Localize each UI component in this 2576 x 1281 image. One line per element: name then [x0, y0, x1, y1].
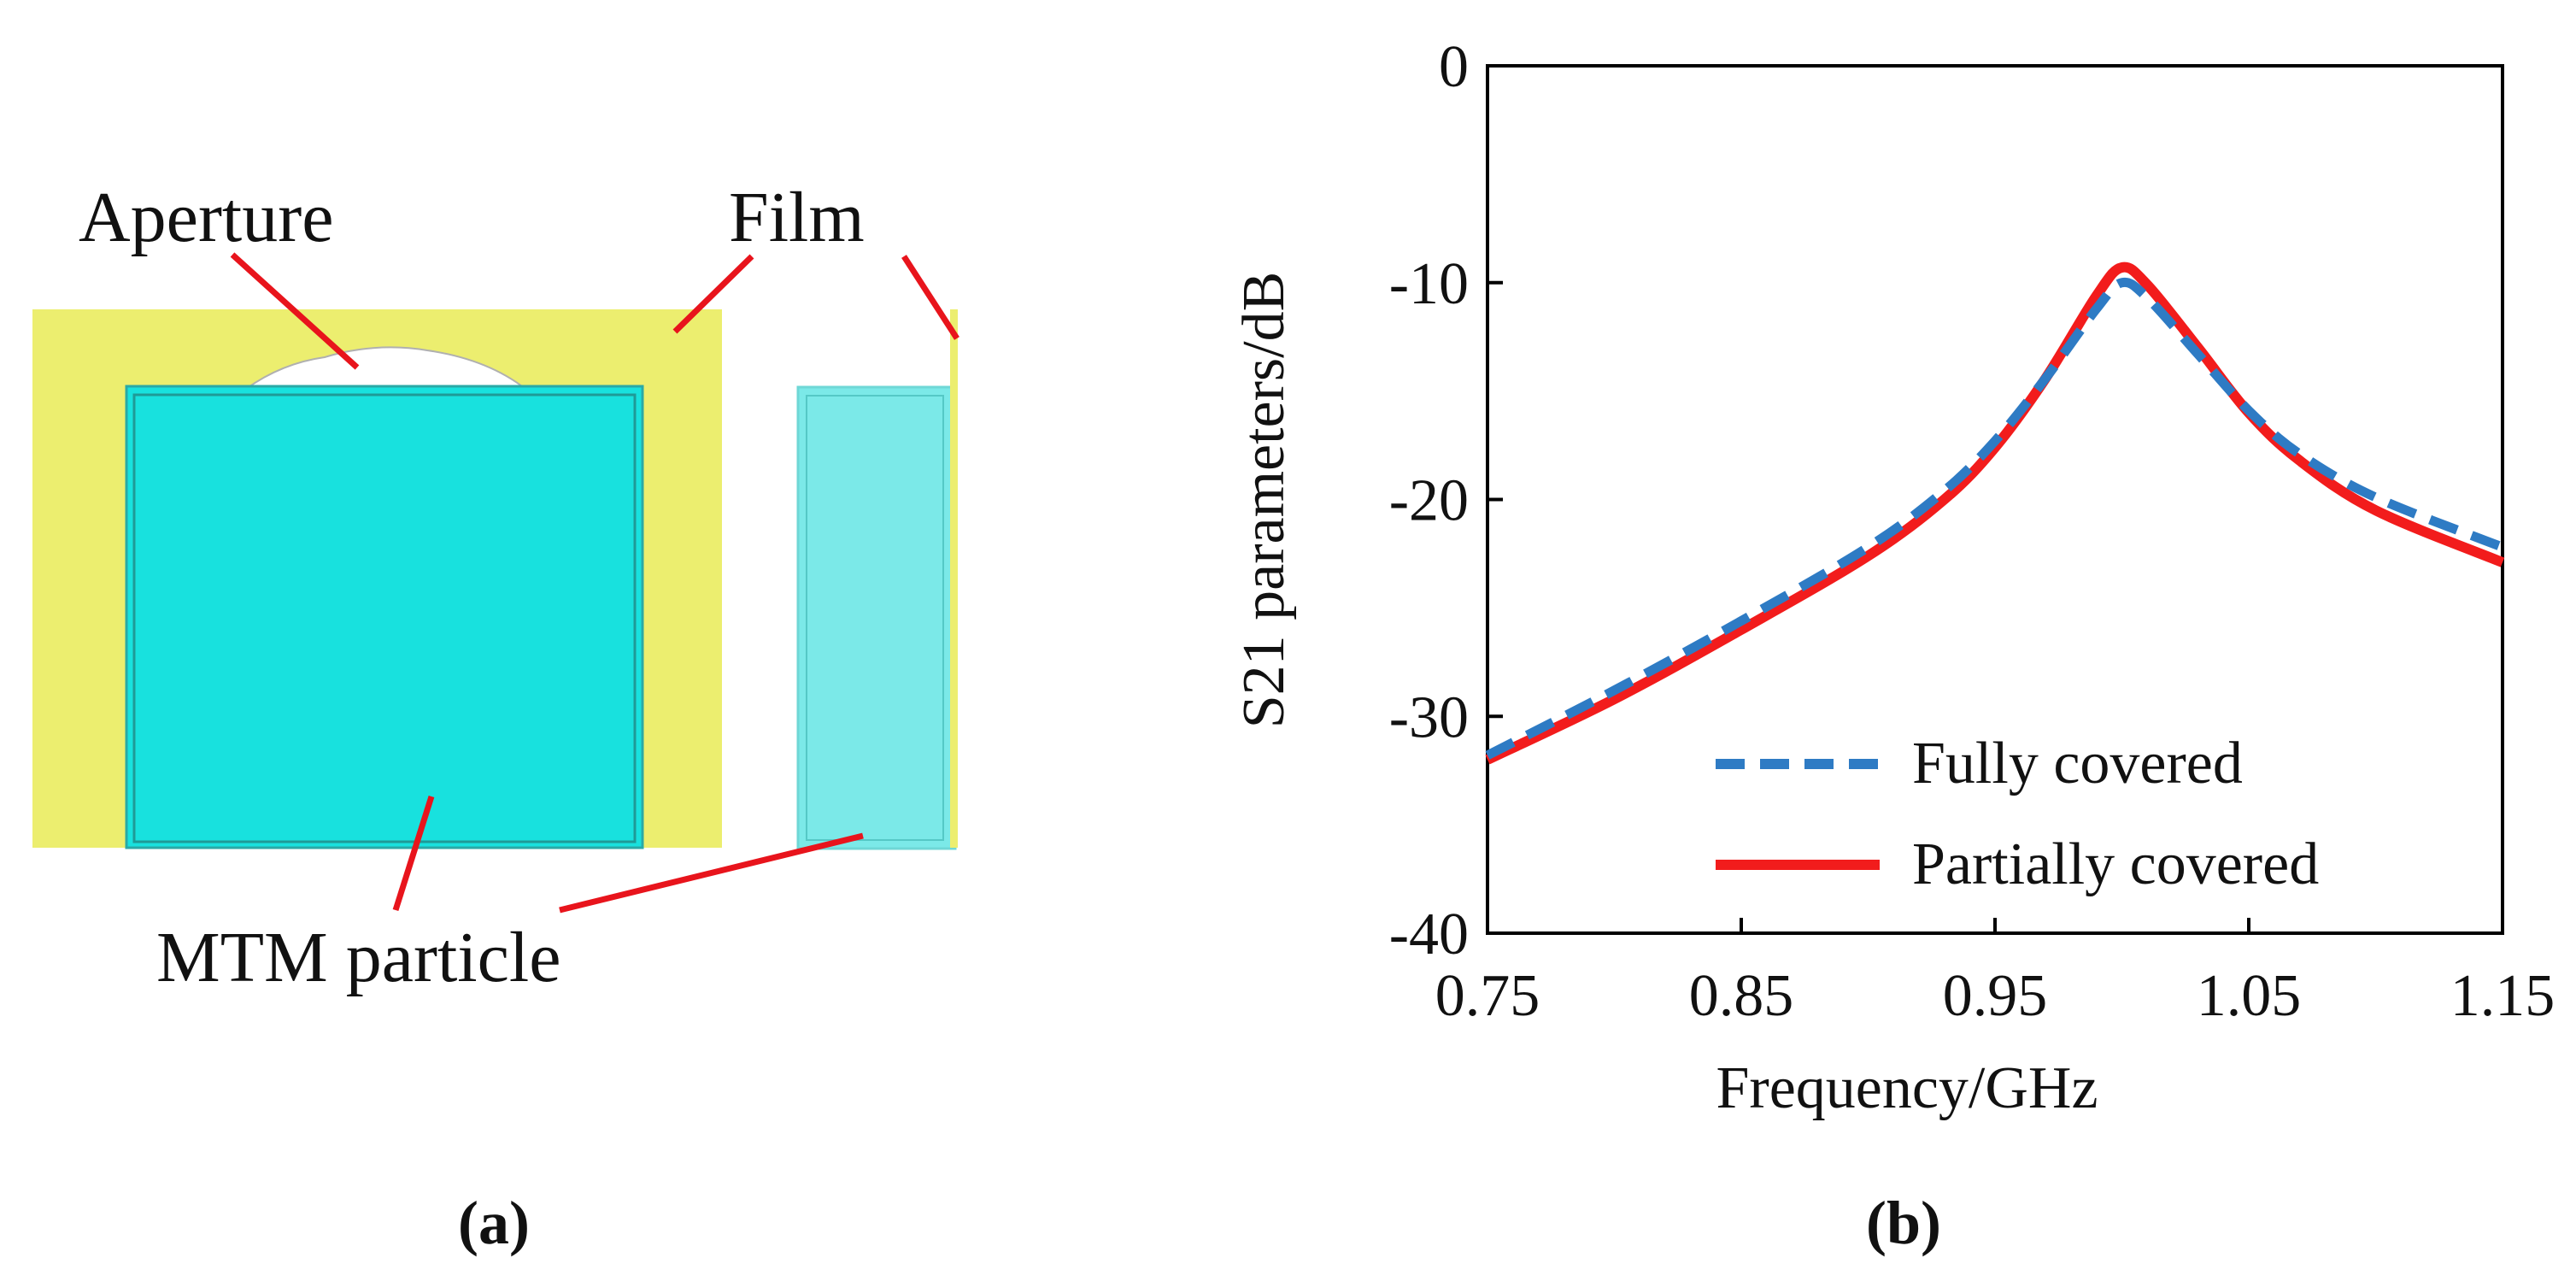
film-label: Film: [729, 178, 865, 257]
mtm-particle-side-inner: [806, 395, 944, 841]
mtm-particle-label: MTM particle: [156, 918, 561, 997]
y-axis-title: S21 parameters/dB: [1231, 272, 1297, 729]
film-side-view: [950, 309, 958, 848]
legend: Fully covered Partially covered: [1716, 731, 2319, 897]
x-tick-label: 0.95: [1943, 963, 2048, 1029]
x-tick-label: 0.75: [1435, 963, 1540, 1029]
pointer-line-film-front: [672, 254, 754, 334]
y-tick-label: -10: [1389, 251, 1469, 317]
series-line-partially-covered: [1485, 261, 2505, 765]
y-tick-label: -40: [1389, 902, 1469, 967]
pointer-line-mtm-side: [559, 832, 864, 914]
panel-a-illustration: Aperture Film MTM particle (a): [32, 178, 959, 1257]
axis-ticks: 0 -10 -20 -30 -400.75 0.85 0.95 1.05 1.15: [1389, 34, 2555, 1029]
pointer-line-mtm-front: [392, 795, 435, 912]
pointer-line-film-side: [901, 255, 959, 340]
y-tick-label: -20: [1389, 468, 1469, 534]
aperture-label: Aperture: [79, 178, 334, 257]
x-tick-label: 1.05: [2197, 963, 2302, 1029]
panel-b-chart: 0 -10 -20 -30 -400.75 0.85 0.95 1.05 1.15 S21 pa…: [1231, 34, 2555, 1257]
pointer-line-aperture: [230, 252, 360, 370]
panel-b-caption: (b): [1866, 1189, 1941, 1257]
aperture-shape: [243, 346, 528, 390]
x-axis-title: Frequency/GHz: [1716, 1055, 2098, 1121]
panel-a-caption: (a): [458, 1189, 530, 1257]
x-tick-label: 1.15: [2450, 963, 2555, 1029]
legend-label-partially-covered: Partially covered: [1912, 831, 2319, 897]
y-tick-label: -30: [1389, 685, 1469, 750]
legend-label-fully-covered: Fully covered: [1912, 731, 2243, 796]
series-line-fully-covered: [1485, 277, 2505, 760]
series-lines: [1485, 261, 2505, 765]
mtm-particle-front-inner: [132, 393, 637, 843]
x-tick-label: 0.85: [1689, 963, 1794, 1029]
y-tick-label: 0: [1439, 34, 1469, 100]
